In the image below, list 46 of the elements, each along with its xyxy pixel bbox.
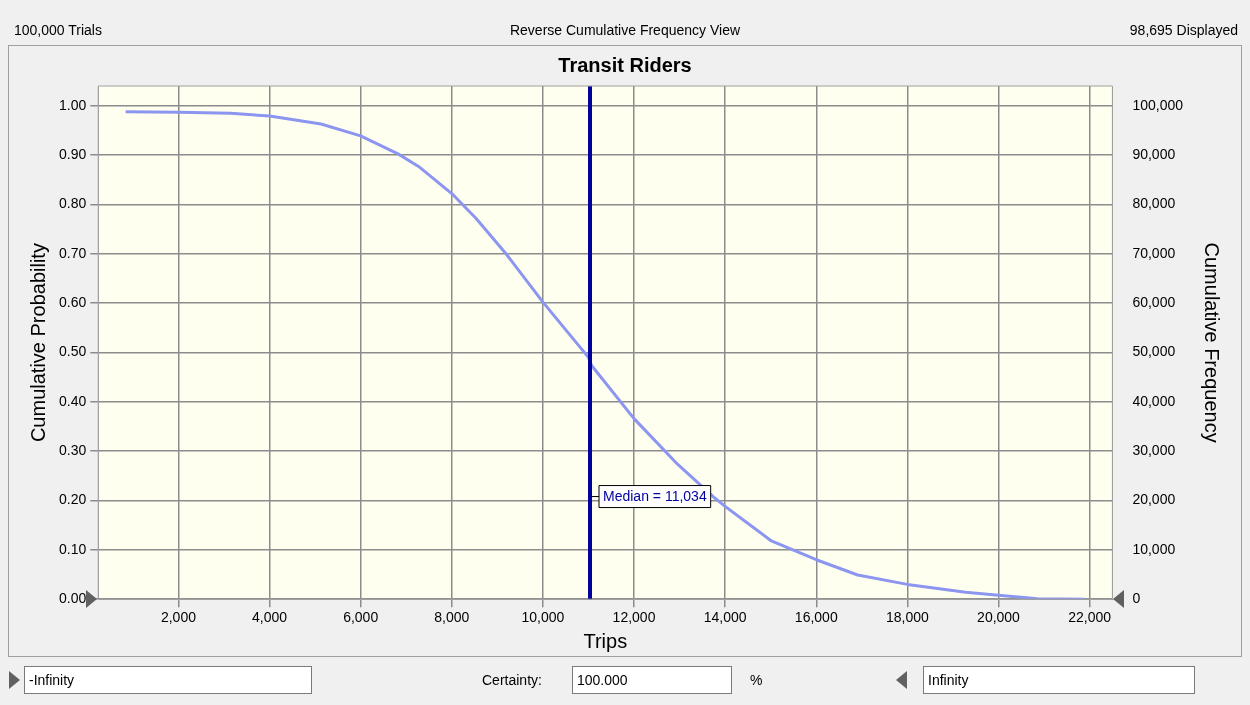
text: Infinity <box>923 666 1195 694</box>
y2-tick-label: 0 <box>1132 590 1141 607</box>
y-tick-label: 0.20 <box>59 491 87 508</box>
y2-tick-label: 60,000 <box>1132 293 1176 310</box>
text: Certainty: <box>482 672 542 688</box>
y2-tick-label: 70,000 <box>1132 244 1176 261</box>
y-tick-label: 0.40 <box>59 392 87 409</box>
text: 100.000 <box>572 666 732 694</box>
y2-tick-label: 20,000 <box>1132 491 1176 508</box>
y-tick-label: 0.00 <box>59 590 87 607</box>
y2-tick-label: 30,000 <box>1132 442 1176 459</box>
y2-tick-label: 90,000 <box>1132 145 1176 162</box>
x-tick-label: 20,000 <box>977 609 1021 626</box>
y-tick-label: 1.00 <box>59 96 87 113</box>
y2-tick-label: 10,000 <box>1132 540 1176 557</box>
y-tick-label: 0.30 <box>59 442 87 459</box>
x-tick-label: 4,000 <box>252 609 288 626</box>
x-tick-label: 16,000 <box>794 609 838 626</box>
x-tick-label: 22,000 <box>1068 609 1112 626</box>
y-tick-label: 0.70 <box>59 244 87 261</box>
y-tick-label: 0.10 <box>59 540 87 557</box>
y2-axis-title: Cumulative Frequency <box>1201 242 1224 443</box>
y-axis-title: Cumulative Probability <box>26 243 49 443</box>
y2-tick-label: 80,000 <box>1132 195 1176 212</box>
y2-tick-label: 40,000 <box>1132 392 1176 409</box>
y-tick-label: 0.50 <box>59 343 87 360</box>
text: Reverse Cumulative Frequency View <box>509 22 741 38</box>
x-axis-title: Trips <box>583 629 628 652</box>
x-tick-label: 6,000 <box>343 609 379 626</box>
ref-line-label: Median = 11,034 <box>603 488 707 505</box>
text: 98,695 Displayed <box>1129 22 1238 38</box>
x-tick-label: 2,000 <box>160 609 197 626</box>
y2-tick-label: 100,000 <box>1132 96 1184 113</box>
chart-title: Transit Riders <box>558 53 692 76</box>
y-tick-label: 0.80 <box>59 195 87 212</box>
x-tick-label: 18,000 <box>885 609 929 626</box>
x-tick-label: 8,000 <box>434 609 470 626</box>
y-tick-label: 0.60 <box>59 293 87 310</box>
y-tick-label: 0.90 <box>59 145 87 162</box>
y2-tick-label: 50,000 <box>1132 343 1176 360</box>
text: % <box>750 672 763 688</box>
x-tick-label: 12,000 <box>612 609 656 626</box>
x-tick-label: 14,000 <box>703 609 747 626</box>
x-tick-label: 10,000 <box>521 609 565 626</box>
text: 100,000 Trials <box>14 22 102 38</box>
text: -Infinity <box>24 666 312 694</box>
